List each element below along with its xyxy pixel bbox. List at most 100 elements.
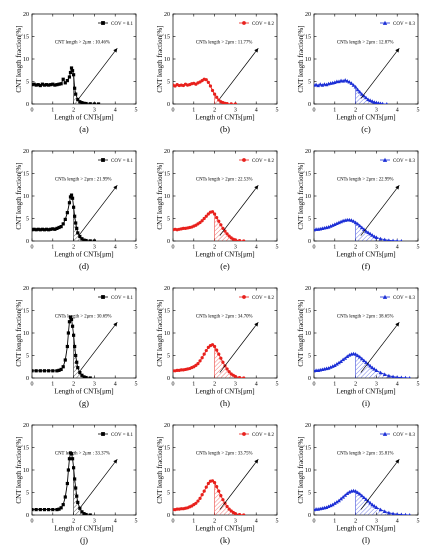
hatched-area	[73, 335, 91, 378]
x-tick-label: 2	[354, 245, 357, 251]
legend-label: COV = 0.1	[111, 433, 134, 438]
x-tick-label: 4	[255, 382, 258, 388]
x-tick-label: 5	[417, 519, 420, 525]
x-tick-label: 3	[93, 519, 96, 525]
data-point	[67, 201, 72, 205]
data-point	[314, 82, 318, 87]
data-point	[343, 356, 348, 360]
data-point	[210, 88, 215, 93]
data-point	[357, 89, 362, 94]
data-point	[82, 512, 86, 515]
data-point	[386, 510, 391, 515]
data-point	[227, 234, 231, 238]
data-point	[332, 501, 337, 505]
annotation-text: CNTs length > 2μm : 34.70%	[196, 315, 253, 320]
series-line	[173, 78, 236, 104]
data-point	[227, 370, 231, 374]
x-tick-label: 1	[333, 382, 336, 388]
y-tick-label: 20	[164, 149, 170, 155]
hatched-area	[355, 222, 402, 241]
data-point	[78, 234, 82, 239]
data-point	[55, 508, 59, 512]
y-tick-label: 5	[26, 354, 29, 360]
arrow-head	[254, 322, 259, 327]
y-tick-label: 20	[305, 12, 311, 18]
data-point	[69, 452, 74, 456]
series-line	[173, 344, 244, 378]
hatched-area	[355, 354, 410, 378]
data-point	[368, 231, 373, 236]
data-point	[76, 366, 80, 370]
data-point	[200, 219, 204, 223]
data-point	[341, 495, 346, 499]
data-point	[334, 362, 339, 366]
x-tick-label: 5	[417, 245, 420, 251]
data-point	[391, 238, 395, 241]
data-point	[57, 82, 61, 86]
x-axis-label: Length of CNTs[μm]	[195, 251, 254, 259]
data-point	[355, 87, 360, 92]
y-tick-label: 15	[305, 309, 311, 315]
x-tick-label: 1	[51, 519, 54, 525]
x-tick-label: 2	[72, 519, 75, 525]
data-point	[196, 362, 200, 366]
x-tick-label: 3	[93, 382, 96, 388]
data-point	[57, 368, 61, 372]
data-point	[42, 228, 47, 232]
data-point	[34, 228, 38, 232]
data-point	[395, 375, 399, 378]
plot-frame	[172, 13, 278, 105]
data-point	[42, 83, 47, 87]
panel-label: (l)	[362, 535, 370, 545]
data-point	[70, 457, 75, 461]
panel-label: (g)	[79, 398, 89, 408]
y-axis-label: CNT length fraction[%]	[15, 436, 23, 503]
y-tick-label: 0	[26, 102, 29, 108]
series-group	[314, 488, 411, 515]
data-point	[196, 499, 200, 503]
panel-label: (i)	[362, 398, 370, 408]
data-point	[357, 223, 362, 228]
x-tick-label: 1	[51, 382, 54, 388]
x-tick-label: 1	[192, 245, 195, 251]
data-point	[78, 371, 82, 375]
data-point	[366, 230, 370, 235]
data-point	[194, 501, 198, 505]
y-tick-label: 15	[23, 172, 29, 178]
x-tick-label: 4	[255, 245, 258, 251]
data-point	[368, 500, 373, 505]
y-tick-label: 5	[167, 217, 170, 223]
data-point	[217, 219, 221, 223]
x-tick-label: 0	[31, 382, 34, 388]
chart-panel: 0 1 2 3 4 5 0 5 10 15 20 Length of CNTs[μm] CNT leng…	[156, 286, 279, 408]
data-point	[366, 97, 370, 102]
data-point	[59, 82, 63, 86]
data-point	[213, 481, 217, 485]
data-point	[47, 228, 51, 232]
data-point	[374, 368, 379, 372]
data-point	[84, 375, 88, 378]
data-point	[382, 20, 388, 25]
panel-label: (h)	[220, 398, 230, 408]
data-point	[32, 82, 36, 86]
arrow-head	[113, 185, 118, 190]
x-tick-label: 4	[114, 108, 117, 114]
series-line	[32, 194, 95, 241]
data-point	[65, 344, 69, 349]
x-tick-label: 3	[234, 108, 237, 114]
data-point	[51, 82, 55, 86]
y-tick-label: 10	[305, 57, 311, 63]
data-point	[351, 219, 356, 223]
arrow-head	[113, 459, 118, 464]
data-point	[88, 513, 92, 515]
y-tick-label: 20	[23, 12, 29, 18]
data-point	[242, 432, 246, 436]
data-point	[332, 363, 337, 367]
data-point	[42, 508, 47, 512]
y-tick-label: 15	[305, 35, 311, 41]
legend-label: COV = 0.1	[111, 22, 134, 27]
data-point	[204, 78, 208, 82]
arrow-head	[113, 322, 118, 327]
data-point	[68, 195, 73, 199]
data-point	[324, 505, 329, 509]
